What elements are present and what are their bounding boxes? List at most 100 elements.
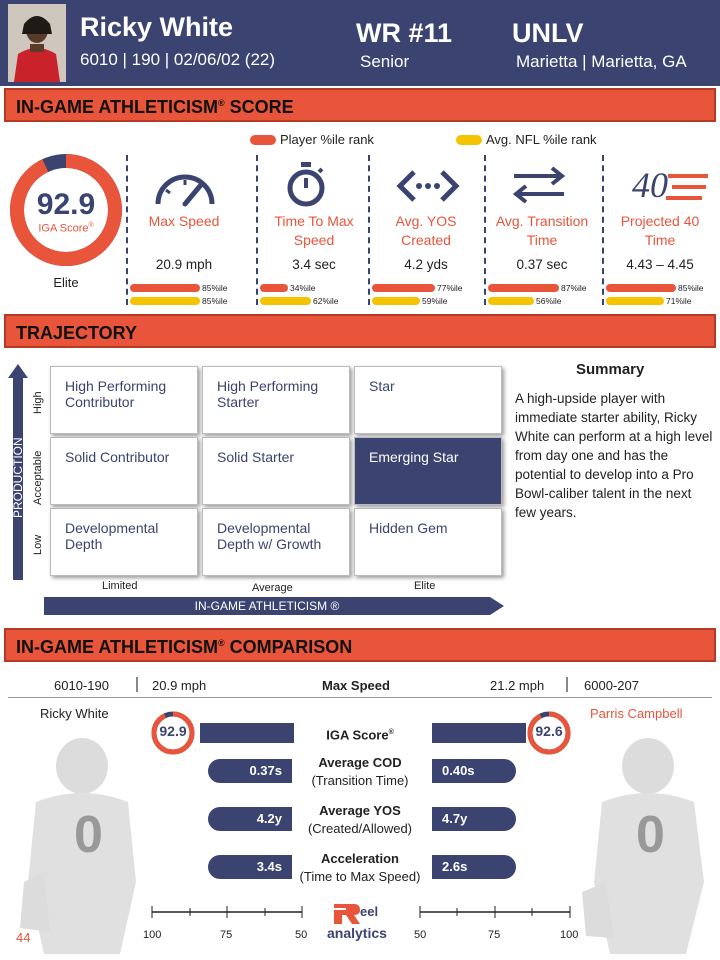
divider (484, 155, 486, 305)
grid-cell: Developmental Depth w/ Growth (202, 508, 350, 576)
summary-text: A high-upside player with immediate star… (515, 391, 713, 520)
iga-score-arc (10, 154, 122, 266)
player-percentile-bar (260, 284, 288, 292)
right-score-donut (527, 711, 571, 755)
avg-percentile-label: 56%ile (536, 296, 562, 306)
logo-wordmark-top: eel (360, 904, 379, 919)
player-school: UNLV (512, 18, 584, 48)
avg-percentile-label: 85%ile (202, 296, 228, 306)
speedometer-icon (155, 174, 215, 207)
player-percentile-label: 34%ile (290, 283, 316, 293)
avg-percentile-bar (372, 297, 420, 305)
iga-score-section-title: IN-GAME ATHLETICISM® SCORE (4, 88, 716, 122)
grid-cell: High Performing Starter (202, 366, 350, 434)
avg-percentile-label: 59%ile (422, 296, 448, 306)
player-measurables: 6010 | 190 | 02/06/02 (22) (80, 50, 276, 69)
metric-column: Time To Max Speed 3.4 sec (258, 155, 384, 305)
metric-label: Avg. YOS Created (395, 213, 457, 248)
summary-title: Summary (576, 361, 645, 378)
left-score-arc (151, 711, 195, 755)
right-score-arc (527, 711, 571, 755)
y-level-acceptable: Acceptable (32, 450, 44, 505)
player-percentile-label: 87%ile (561, 283, 587, 293)
legend-avg-swatch (456, 135, 482, 145)
right-accel-value: 2.6s (432, 855, 516, 879)
divider (256, 155, 258, 305)
player-hometown: Marietta | Marietta, GA (516, 52, 687, 71)
scale-tick: 50 (414, 929, 427, 941)
metric-column: Avg. YOS Created 4.2 yds (370, 155, 496, 305)
metric-column: Avg. Transition Time 0.37 sec (486, 155, 612, 305)
production-axis-arrow (8, 364, 28, 580)
divider (368, 155, 370, 305)
grid-cell: Solid Contributor (50, 437, 198, 505)
y-level-low: Low (32, 534, 44, 555)
scale-tick: 75 (488, 929, 501, 941)
divider (126, 155, 128, 305)
avg-percentile-bar (488, 297, 534, 305)
cod-row-sublabel: (Transition Time) (311, 773, 409, 788)
legend-player-label: Player %ile rank (280, 132, 374, 147)
metric-value: 0.37 sec (516, 257, 568, 272)
iga-score-row-label: IGA Score® (326, 727, 394, 743)
iga-score-label: IGA Score® (38, 222, 94, 235)
comparison-title-text: IN-GAME ATHLETICISM (16, 637, 218, 657)
left-jersey-number: 0 (74, 806, 103, 864)
left-measurables: 6010-190 (54, 678, 109, 693)
accel-row-label: Acceleration (320, 851, 400, 866)
separator (136, 677, 138, 692)
player-position: WR #11 (356, 18, 453, 48)
player-percentile-bar (488, 284, 559, 292)
left-yos-value: 4.2y (208, 807, 292, 831)
athleticism-axis-arrow (44, 597, 504, 615)
left-iga-score: 92.9 (159, 723, 187, 739)
right-max-speed: 21.2 mph (490, 678, 545, 693)
avg-percentile-label: 71%ile (666, 296, 692, 306)
separator (566, 677, 568, 692)
right-jersey-number: 0 (636, 806, 665, 864)
yos-row-label: Average YOS (319, 803, 401, 818)
metric-column: Projected 40 Time 4.43 – 4.45 (604, 155, 720, 305)
logo-wordmark-bottom: analytics (327, 925, 387, 941)
left-player-silhouette (20, 738, 136, 954)
left-iga-bar (200, 723, 294, 743)
avg-percentile-bar (130, 297, 200, 305)
legend-player-swatch (250, 135, 276, 145)
yos-row-sublabel: (Created/Allowed) (307, 821, 413, 836)
right-cod-value: 0.40s (432, 759, 516, 783)
scale-tick: 100 (560, 929, 579, 941)
iga-score-label-text: IGA Score (38, 222, 89, 235)
grid-cell-highlighted: Emerging Star (354, 437, 502, 505)
scale-tick: 75 (220, 929, 233, 941)
player-percentile-bar (606, 284, 676, 292)
player-header: Ricky White 6010 | 190 | 02/06/02 (22) W… (0, 0, 720, 86)
iga-score-value: 92.9 (36, 188, 96, 221)
left-player-name: Ricky White (40, 706, 109, 721)
right-iga-score: 92.6 (535, 723, 563, 739)
iga-title-suffix: SCORE (224, 97, 294, 117)
page-number: 44 (16, 930, 31, 945)
arrows-split-icon (396, 170, 460, 202)
metric-value: 3.4 sec (292, 257, 336, 272)
grid-cell: Star (354, 366, 502, 434)
speed-lines-icon (666, 174, 708, 200)
metric-label: Time To Max Speed (274, 213, 354, 248)
metric-label: Projected 40 Time (620, 213, 700, 248)
scale-tick: 100 (143, 929, 162, 941)
player-percentile-bar (130, 284, 200, 292)
iga-score-donut (10, 154, 122, 266)
cod-row-label: Average COD (318, 755, 402, 770)
scale-tick: 50 (295, 929, 308, 941)
grid-cell: Developmental Depth (50, 508, 198, 576)
metric-value: 4.2 yds (404, 257, 448, 272)
comparison-section-title: IN-GAME ATHLETICISM® COMPARISON (4, 628, 716, 662)
metric-column: Max Speed 20.9 mph (128, 155, 254, 305)
left-score-donut (151, 711, 195, 755)
x-level-limited: Limited (102, 580, 138, 592)
production-axis-label: PRODUCTION (11, 437, 25, 518)
iga-score-row-text: IGA Score (326, 727, 389, 743)
right-scale-axis (419, 906, 571, 918)
grid-cell: Solid Starter (202, 437, 350, 505)
transition-arrows-icon (512, 166, 566, 204)
grid-cell: Hidden Gem (354, 508, 502, 576)
